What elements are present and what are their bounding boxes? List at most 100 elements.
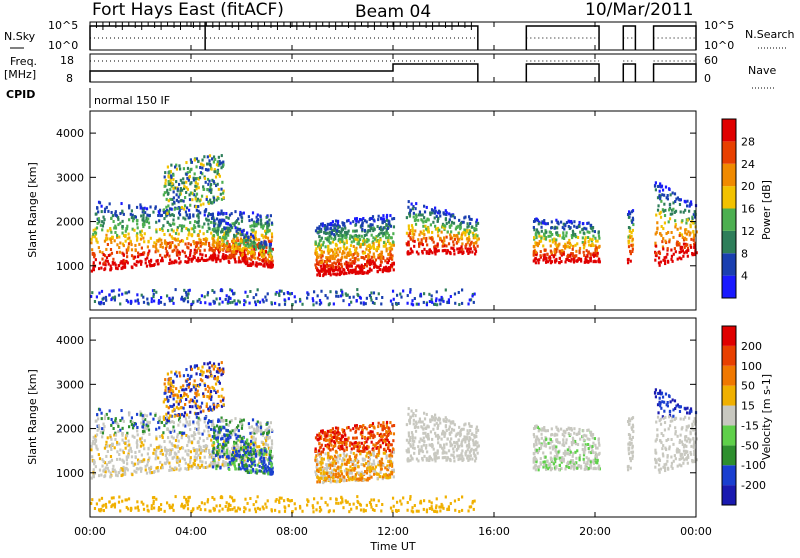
power-cell bbox=[583, 251, 585, 254]
power-cell bbox=[288, 297, 290, 300]
power-cell bbox=[628, 210, 630, 213]
velocity-cell bbox=[140, 445, 142, 448]
velocity-cell bbox=[183, 374, 185, 377]
station-title: Fort Hays East (fitACF) bbox=[92, 0, 284, 20]
power-cell bbox=[583, 243, 585, 246]
power-cell bbox=[383, 232, 385, 235]
power-cell bbox=[146, 257, 148, 260]
velocity-cell bbox=[166, 457, 168, 460]
power-cell bbox=[189, 198, 191, 201]
power-cell bbox=[580, 260, 582, 263]
power-cell bbox=[406, 216, 408, 219]
power-cell bbox=[113, 289, 115, 292]
velocity-cell bbox=[186, 413, 188, 416]
power-cell bbox=[211, 157, 213, 160]
power-cell bbox=[232, 292, 234, 295]
power-cell bbox=[356, 299, 358, 302]
velocity-cell bbox=[142, 426, 144, 429]
power-cell bbox=[451, 221, 453, 224]
power-cell bbox=[689, 224, 691, 227]
power-cell bbox=[208, 244, 210, 247]
power-cell bbox=[454, 302, 456, 305]
power-cell bbox=[659, 182, 661, 185]
power-cell bbox=[579, 247, 581, 250]
power-cell bbox=[197, 260, 199, 263]
power-cell bbox=[390, 225, 392, 228]
power-cell bbox=[246, 231, 248, 234]
power-cell bbox=[196, 157, 198, 160]
power-cell bbox=[393, 268, 395, 271]
power-cell bbox=[572, 245, 574, 248]
power-cell bbox=[209, 186, 211, 189]
power-cell bbox=[348, 265, 350, 268]
power-cell bbox=[429, 211, 431, 214]
power-cell bbox=[184, 251, 186, 254]
velocity-cell bbox=[234, 433, 236, 436]
power-cell bbox=[410, 247, 412, 250]
power-cell bbox=[109, 202, 111, 205]
velocity-cell bbox=[124, 473, 126, 476]
power-cell bbox=[194, 252, 196, 255]
velocity-cell bbox=[199, 406, 201, 409]
power-cell bbox=[365, 240, 367, 243]
power-cell bbox=[475, 228, 477, 231]
power-cell bbox=[542, 244, 544, 247]
velocity-cell bbox=[178, 403, 180, 406]
power-cell bbox=[337, 247, 339, 250]
power-colorbar-segment bbox=[722, 253, 736, 275]
velocity-cell bbox=[231, 462, 233, 465]
velocity-cell bbox=[194, 459, 196, 462]
velocity-cell bbox=[98, 474, 100, 477]
power-cell bbox=[162, 246, 164, 249]
velocity-cell bbox=[160, 452, 162, 455]
power-cell bbox=[379, 264, 381, 267]
power-cell bbox=[628, 245, 630, 248]
velocity-cell bbox=[189, 411, 191, 414]
power-cell bbox=[659, 252, 661, 255]
power-cell bbox=[349, 270, 351, 273]
power-cell bbox=[315, 266, 317, 269]
power-cell bbox=[245, 239, 247, 242]
power-cell bbox=[168, 180, 170, 183]
power-cell bbox=[661, 240, 663, 243]
velocity-cell bbox=[185, 368, 187, 371]
power-cell bbox=[351, 236, 353, 239]
power-cell bbox=[115, 267, 117, 270]
power-cell bbox=[659, 232, 661, 235]
velocity-cell bbox=[246, 465, 248, 468]
power-cell bbox=[226, 248, 228, 251]
power-cell bbox=[598, 245, 600, 248]
power-cell bbox=[91, 248, 93, 251]
power-cell bbox=[243, 239, 245, 242]
velocity-cell bbox=[216, 424, 218, 427]
velocity-cell bbox=[119, 419, 121, 422]
power-cell bbox=[341, 291, 343, 294]
power-cell bbox=[125, 240, 127, 243]
power-cell bbox=[336, 272, 338, 275]
power-cell bbox=[171, 261, 173, 264]
power-cell bbox=[677, 228, 679, 231]
power-cell bbox=[428, 293, 430, 296]
velocity-cell bbox=[136, 441, 138, 444]
velocity-cell bbox=[256, 427, 258, 430]
power-cell bbox=[365, 302, 367, 305]
power-cell bbox=[460, 226, 462, 229]
freq-trace bbox=[90, 64, 478, 82]
power-cell bbox=[348, 303, 350, 306]
power-cell bbox=[412, 207, 414, 210]
power-cell bbox=[352, 230, 354, 233]
power-cell bbox=[219, 236, 221, 239]
velocity-cell bbox=[234, 465, 236, 468]
power-cell bbox=[144, 232, 146, 235]
velocity-cell bbox=[187, 449, 189, 452]
velocity-cell bbox=[145, 468, 147, 471]
power-cell bbox=[195, 198, 197, 201]
velocity-cell bbox=[124, 442, 126, 445]
power-cell bbox=[560, 221, 562, 224]
velocity-cell bbox=[194, 456, 196, 459]
mhz-label: [MHz] bbox=[4, 68, 36, 81]
power-cell bbox=[316, 256, 318, 259]
power-cell bbox=[320, 270, 322, 273]
power-cell bbox=[178, 257, 180, 260]
power-cell bbox=[345, 236, 347, 239]
